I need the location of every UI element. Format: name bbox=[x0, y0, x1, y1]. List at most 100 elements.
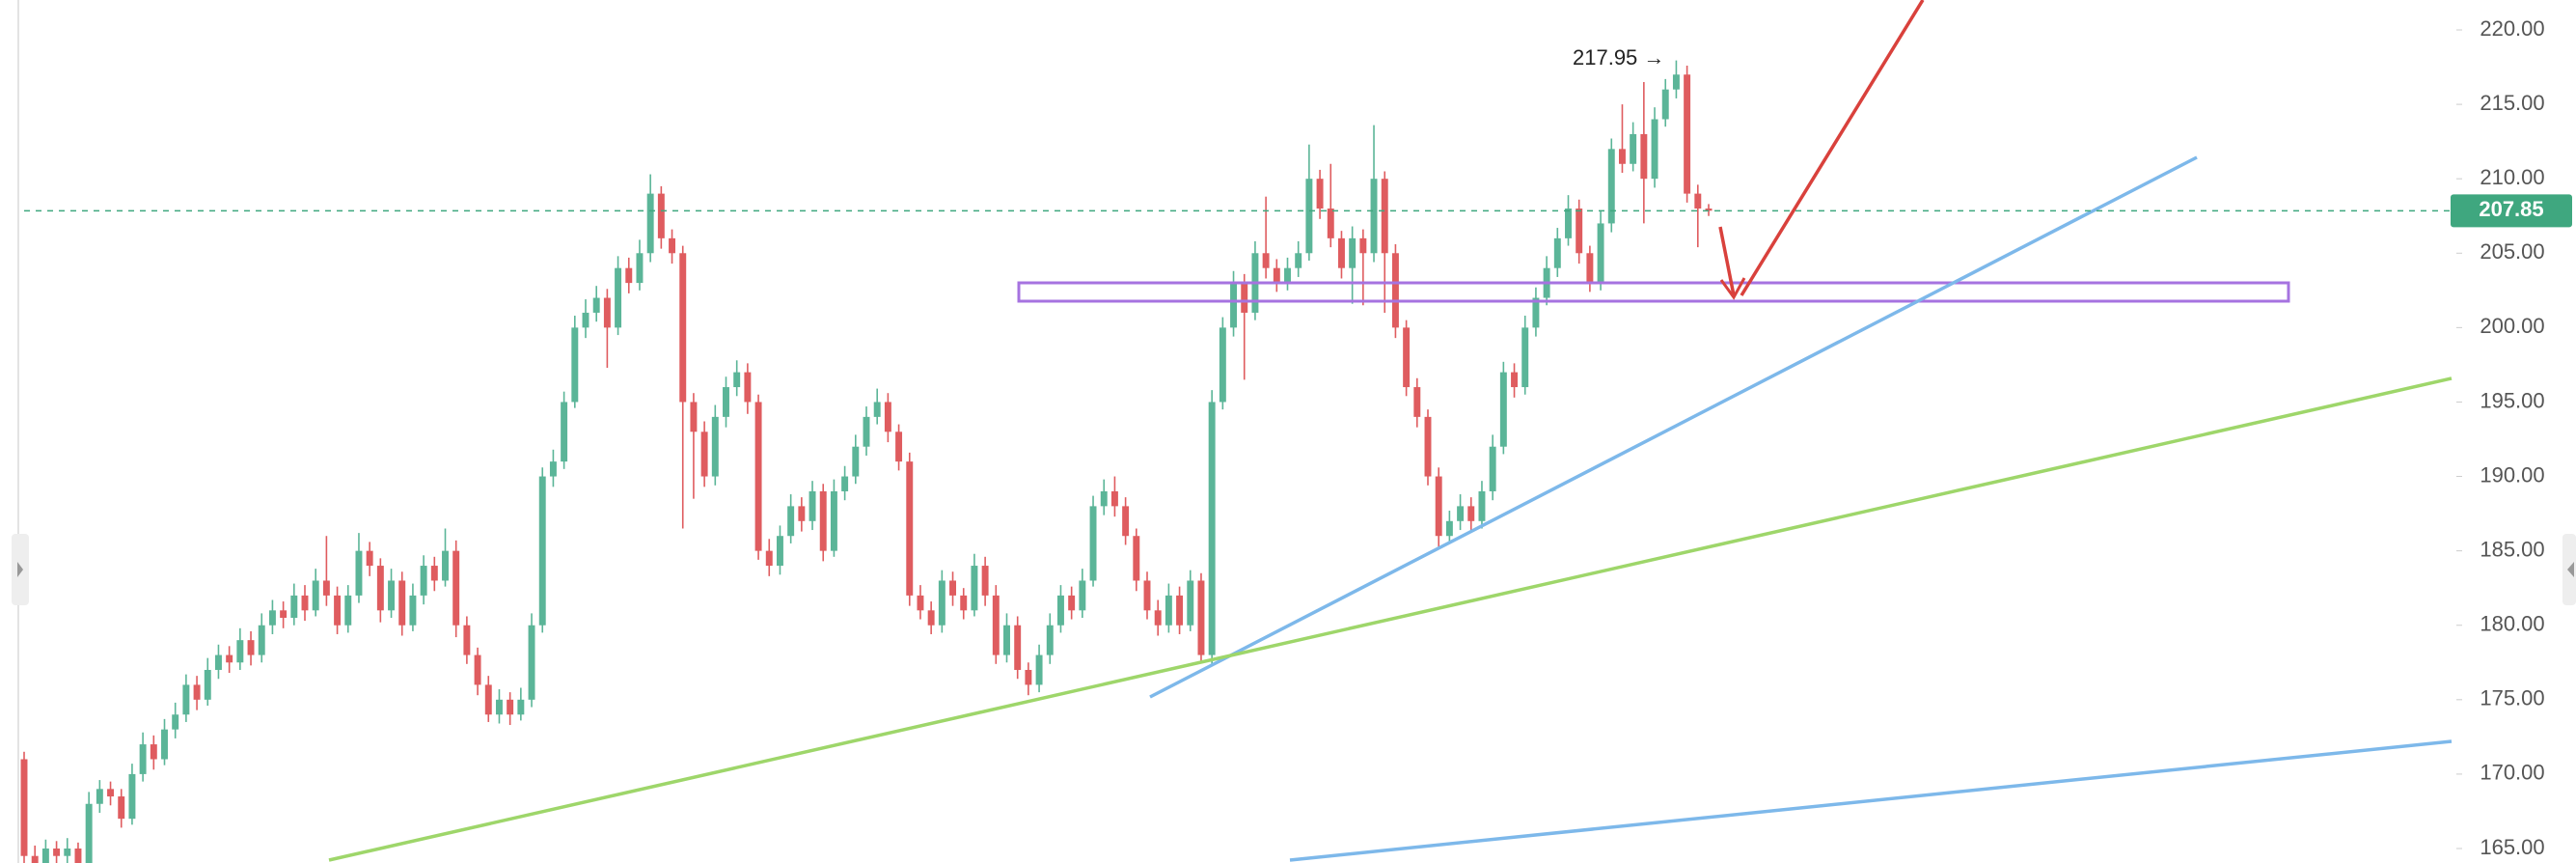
candle-body bbox=[31, 855, 39, 863]
candle-body bbox=[409, 595, 417, 626]
candle-body bbox=[420, 566, 427, 596]
candle-body bbox=[776, 536, 783, 567]
candle-body bbox=[344, 595, 352, 626]
candle-body bbox=[971, 566, 978, 611]
candle-body bbox=[679, 253, 687, 403]
candle-body bbox=[1208, 402, 1216, 655]
candle-body bbox=[85, 803, 93, 863]
candle-body bbox=[1187, 580, 1194, 626]
candles bbox=[20, 60, 1713, 863]
candle-body bbox=[1143, 580, 1151, 611]
candle-body bbox=[1273, 267, 1280, 284]
candle-body bbox=[1553, 237, 1561, 268]
candle-body bbox=[1684, 74, 1691, 194]
projection-arrow bbox=[1740, 0, 1925, 296]
candle-body bbox=[690, 402, 698, 432]
candle-body bbox=[268, 610, 276, 626]
candle-body bbox=[1068, 595, 1076, 611]
candle-body bbox=[1295, 253, 1302, 268]
candle-body bbox=[442, 550, 449, 581]
candle-body bbox=[322, 580, 330, 596]
price-axis: 165.00 170.00 175.00 180.00 185.00 190.00 195.… bbox=[24, 16, 2572, 859]
arrow-head bbox=[1719, 277, 1746, 300]
candle-body bbox=[700, 432, 708, 477]
candle-body bbox=[906, 461, 914, 596]
candle-body bbox=[193, 684, 201, 700]
candle-body bbox=[1165, 595, 1172, 626]
candle-body bbox=[1230, 283, 1238, 328]
candle-body bbox=[1056, 595, 1064, 626]
candle-body bbox=[873, 402, 881, 417]
candle-body bbox=[549, 461, 557, 477]
candle-body bbox=[981, 566, 989, 596]
candle-body bbox=[150, 744, 157, 760]
candle-body bbox=[172, 714, 179, 730]
candle-body bbox=[603, 297, 611, 328]
y-tick-label: 185.00 bbox=[2480, 537, 2544, 561]
candle-body bbox=[1370, 179, 1378, 254]
candle-body bbox=[41, 849, 49, 863]
candle-body bbox=[74, 849, 82, 863]
y-tick-label: 210.00 bbox=[2480, 165, 2544, 189]
candle-body bbox=[528, 625, 535, 700]
candle-body bbox=[1424, 416, 1432, 477]
candle-body bbox=[388, 580, 396, 611]
y-tick-label: 190.00 bbox=[2480, 462, 2544, 487]
candle-body bbox=[561, 402, 568, 462]
candle-body bbox=[1381, 179, 1388, 254]
candle-body bbox=[430, 566, 438, 581]
y-tick-label: 195.00 bbox=[2480, 388, 2544, 412]
candle-body bbox=[474, 654, 481, 685]
candle-body bbox=[1100, 490, 1108, 507]
candle-body bbox=[182, 684, 190, 715]
candle-body bbox=[247, 640, 255, 655]
left-handle-icon bbox=[17, 562, 23, 577]
candle-body bbox=[636, 253, 644, 284]
candle-body bbox=[646, 193, 654, 254]
candle-body bbox=[723, 387, 729, 417]
candle-body bbox=[1122, 506, 1130, 537]
candle-body bbox=[938, 580, 945, 626]
candle-body bbox=[949, 580, 957, 596]
candle-body bbox=[571, 327, 579, 403]
candle-body bbox=[139, 744, 147, 774]
candle-body bbox=[1089, 506, 1097, 581]
candle-body bbox=[1630, 133, 1637, 164]
candle-body bbox=[1672, 74, 1680, 90]
candle-body bbox=[214, 654, 222, 670]
trend-line bbox=[1149, 155, 2198, 699]
candle-body bbox=[20, 759, 28, 856]
candle-body bbox=[615, 267, 622, 328]
candle-body bbox=[1359, 237, 1367, 254]
candle-body bbox=[852, 446, 860, 477]
candle-body bbox=[592, 297, 600, 313]
last-price-label: 207.85 bbox=[2479, 197, 2543, 221]
candle-body bbox=[1532, 297, 1540, 328]
right-handle-icon bbox=[2567, 562, 2574, 577]
candle-body bbox=[1445, 520, 1453, 537]
candle-body bbox=[107, 789, 115, 797]
candle-body bbox=[884, 402, 891, 432]
trend-line bbox=[1289, 739, 2453, 862]
candle-body bbox=[1586, 253, 1594, 284]
projection-arrow bbox=[1718, 226, 1736, 296]
candle-body bbox=[1618, 149, 1626, 164]
candle-body bbox=[863, 416, 870, 447]
candle-body bbox=[1661, 89, 1669, 120]
candle-body bbox=[819, 490, 827, 551]
candle-body bbox=[53, 849, 61, 856]
candle-body bbox=[1262, 253, 1270, 268]
candle-body bbox=[280, 610, 288, 619]
candle-body bbox=[1035, 654, 1043, 685]
candle-body bbox=[1241, 283, 1248, 313]
candle-body bbox=[290, 595, 298, 619]
candle-body bbox=[1705, 209, 1713, 211]
candle-body bbox=[1305, 179, 1313, 254]
y-tick-label: 180.00 bbox=[2480, 612, 2544, 636]
last-price-box bbox=[2451, 194, 2572, 228]
candle-body bbox=[744, 372, 752, 403]
candle-body bbox=[711, 416, 719, 477]
y-tick-label: 175.00 bbox=[2480, 686, 2544, 710]
candle-body bbox=[1597, 223, 1604, 284]
candle-body bbox=[1110, 490, 1118, 507]
